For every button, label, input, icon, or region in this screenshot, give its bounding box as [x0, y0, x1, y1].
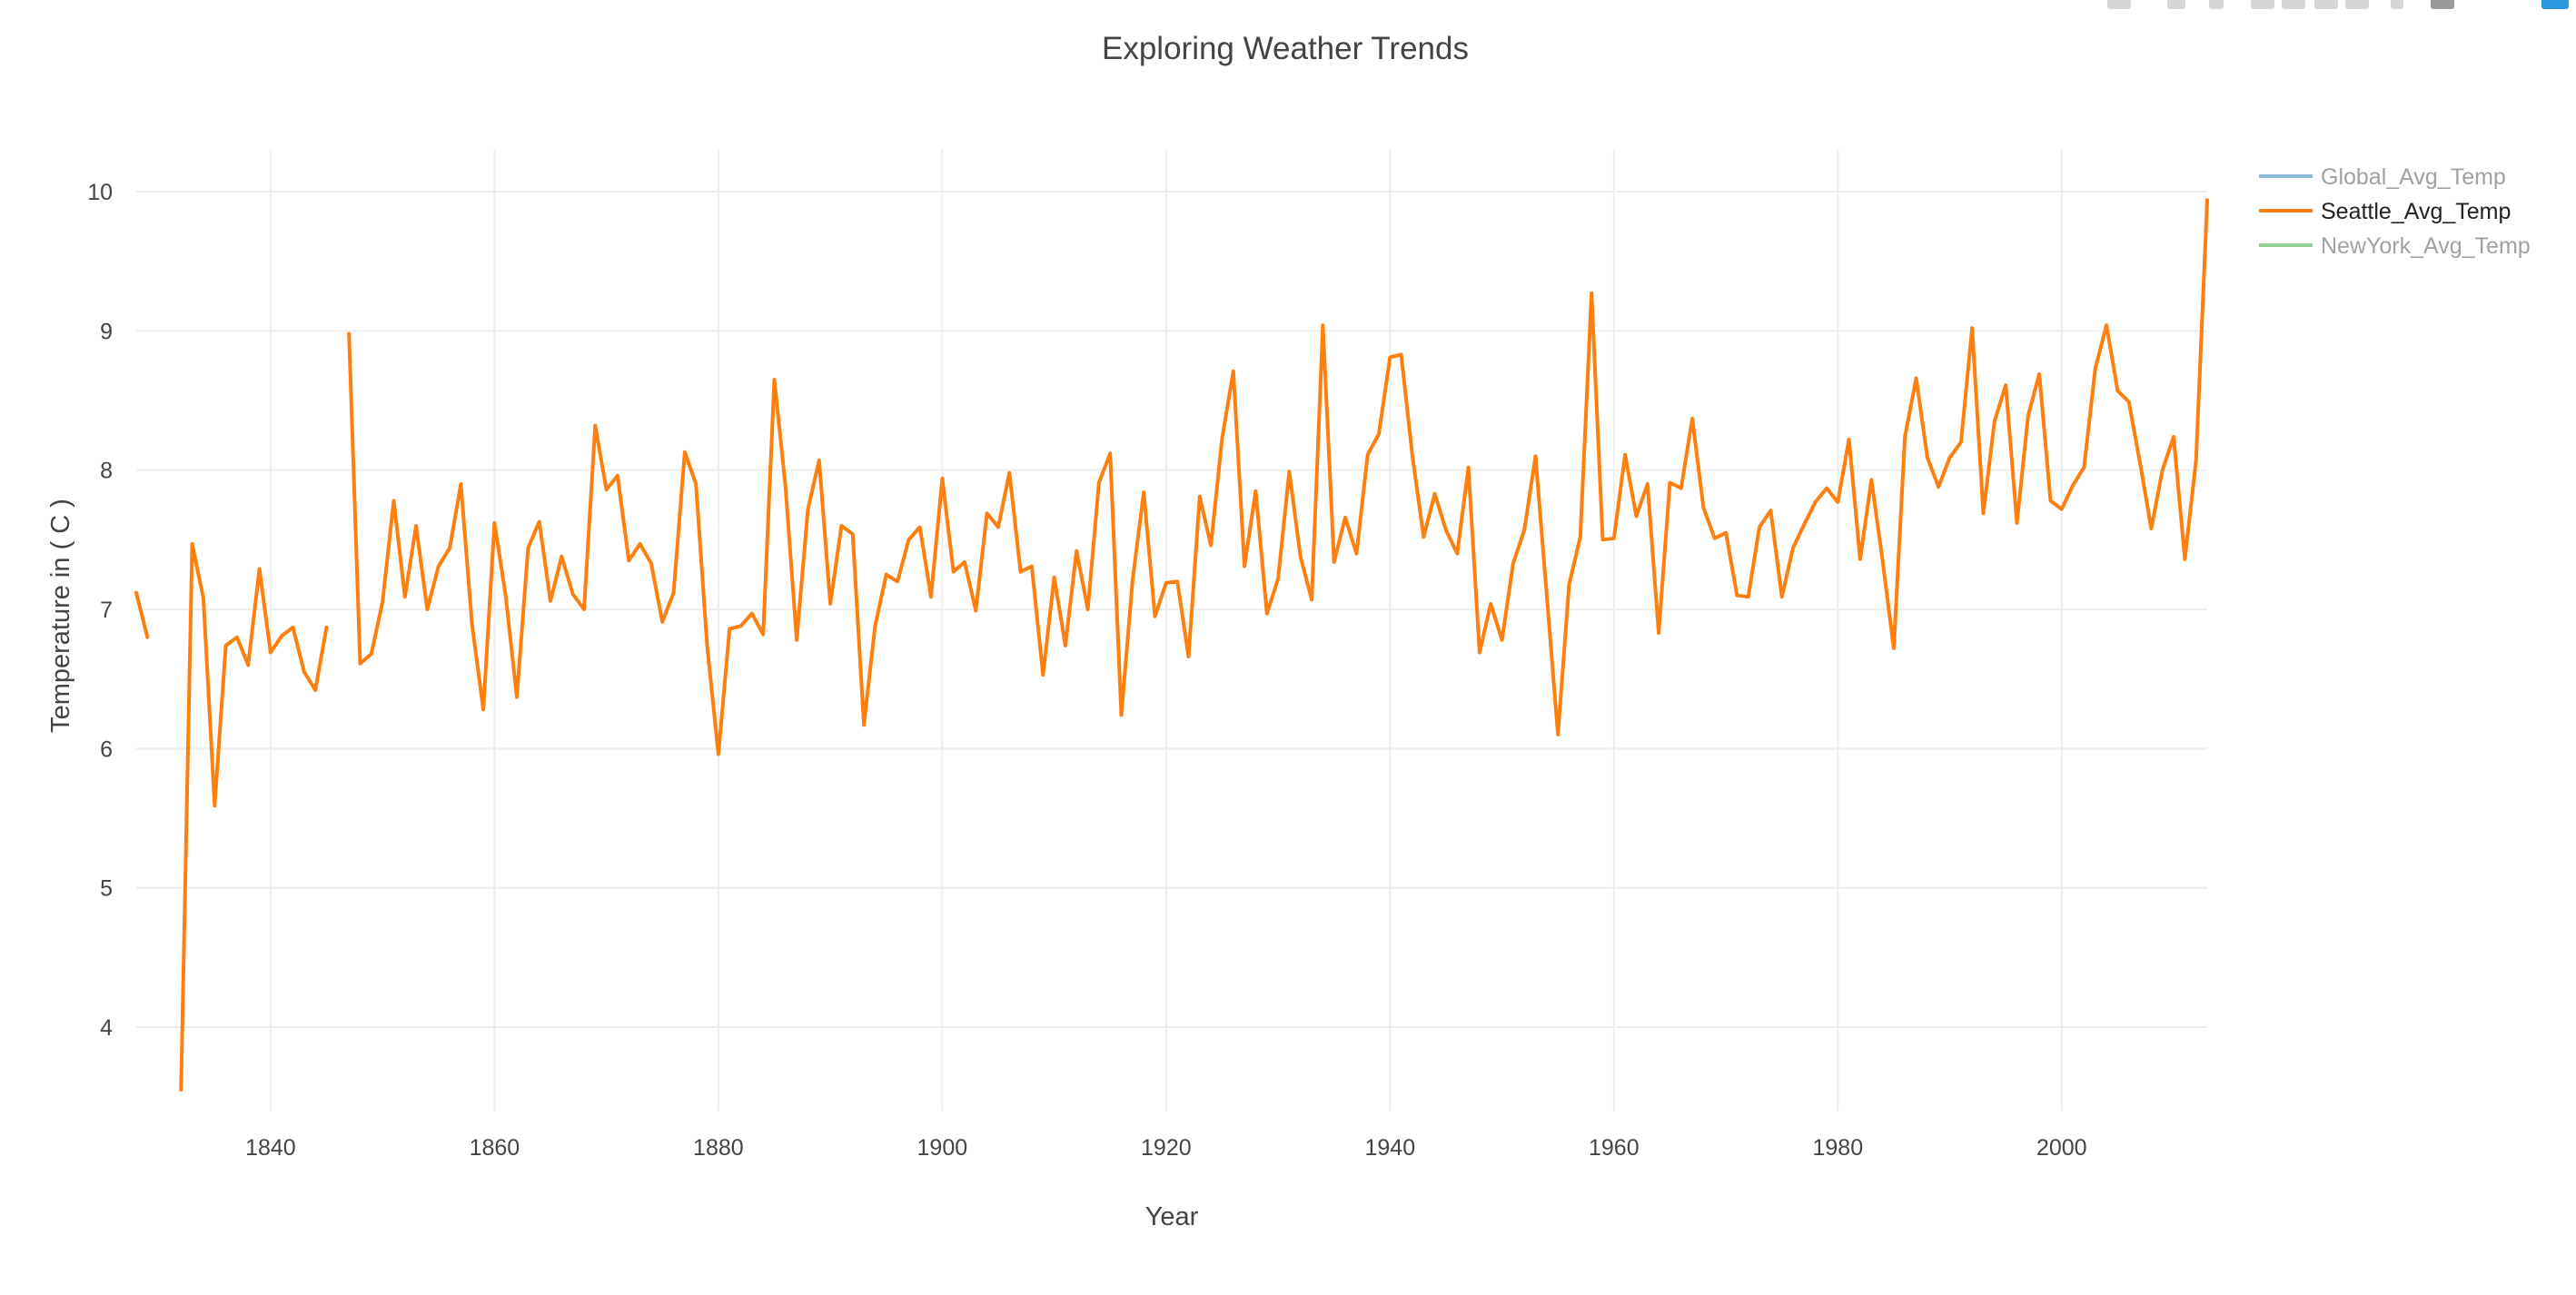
x-axis-label: Year [1145, 1202, 1199, 1231]
y-tick-label: 5 [100, 876, 113, 902]
x-tick-label: 1860 [470, 1135, 520, 1161]
y-tick-label: 7 [100, 598, 113, 623]
y-tick-label: 4 [100, 1015, 113, 1041]
pan-icon[interactable] [2209, 0, 2224, 9]
zoom-icon[interactable] [2167, 0, 2185, 9]
plotly-logo-icon[interactable] [2541, 0, 2569, 9]
spike-lines-icon[interactable] [2391, 0, 2403, 9]
modebar [2031, 0, 2576, 13]
series-line [134, 198, 2209, 1092]
legend: Global_Avg_Temp Seattle_Avg_Temp NewYork_A… [2259, 164, 2531, 259]
x-tick-label: 1940 [1365, 1135, 1416, 1161]
legend-item: Seattle_Avg_Temp [2321, 199, 2511, 224]
x-tick-label: 1900 [917, 1135, 968, 1161]
x-tick-label: 1840 [245, 1135, 296, 1161]
y-axis-ticks: 4 5 6 7 8 9 10 [87, 180, 113, 1041]
gridlines [136, 150, 2207, 1111]
chart-title: Exploring Weather Trends [1102, 31, 1469, 66]
legend-item: Global_Avg_Temp [2321, 164, 2506, 190]
y-tick-label: 6 [100, 736, 113, 762]
x-tick-label: 2000 [2036, 1135, 2087, 1161]
download-plot-icon[interactable] [2107, 0, 2131, 9]
y-tick-label: 9 [100, 319, 113, 344]
autoscale-icon[interactable] [2314, 0, 2338, 9]
x-tick-label: 1980 [1812, 1135, 1863, 1161]
x-axis-ticks: 1840 1860 1880 1900 1920 1940 1960 1980 2000 [245, 1135, 2087, 1161]
y-tick-label: 10 [87, 180, 113, 205]
hover-compare-icon[interactable] [2431, 0, 2454, 9]
x-tick-label: 1920 [1141, 1135, 1192, 1161]
y-tick-label: 8 [100, 459, 113, 484]
x-tick-label: 1880 [693, 1135, 744, 1161]
zoom-in-icon[interactable] [2251, 0, 2274, 9]
reset-axes-icon[interactable] [2345, 0, 2369, 9]
legend-item: NewYork_Avg_Temp [2321, 233, 2531, 259]
x-tick-label: 1960 [1589, 1135, 1640, 1161]
zoom-out-icon[interactable] [2282, 0, 2305, 9]
y-axis-label: Temperature in ( C ) [46, 499, 75, 733]
